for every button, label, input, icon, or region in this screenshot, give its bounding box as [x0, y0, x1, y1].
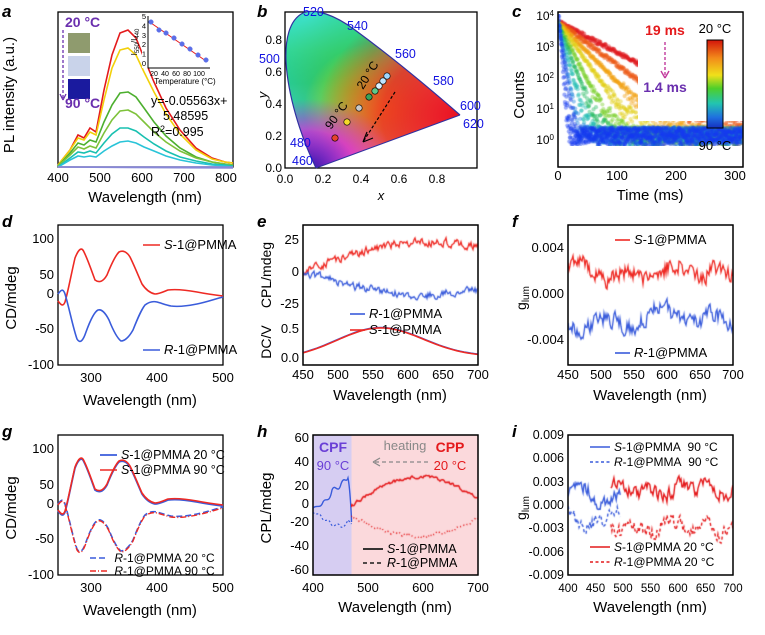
svg-text:0.8: 0.8	[265, 33, 282, 47]
svg-text:20 °C: 20 °C	[699, 21, 732, 36]
svg-text:S-1@PMMA: S-1@PMMA	[387, 542, 457, 556]
svg-text:1.4 ms: 1.4 ms	[643, 79, 687, 95]
svg-text:S-1@PMMA 90 °C: S-1@PMMA 90 °C	[614, 440, 718, 454]
svg-text:480: 480	[290, 136, 311, 150]
svg-text:0: 0	[142, 59, 146, 68]
svg-text:-50: -50	[35, 321, 54, 336]
svg-text:S-1@PMMA: S-1@PMMA	[634, 232, 707, 247]
svg-text:S-1@PMMA: S-1@PMMA	[164, 237, 237, 252]
svg-text:R-1@PMMA: R-1@PMMA	[164, 342, 237, 357]
svg-text:CD/mdeg: CD/mdeg	[3, 476, 20, 539]
svg-text:Wavelength (nm): Wavelength (nm)	[88, 189, 202, 206]
svg-text:90 °C: 90 °C	[65, 95, 100, 111]
svg-text:R-1@PMMA 20 °C: R-1@PMMA 20 °C	[614, 555, 715, 569]
svg-text:3: 3	[142, 31, 146, 40]
svg-text:CD/mdeg: CD/mdeg	[3, 266, 20, 329]
svg-text:540: 540	[347, 19, 368, 33]
svg-text:600: 600	[460, 99, 481, 113]
svg-text:500: 500	[212, 370, 234, 385]
svg-text:20 °C: 20 °C	[65, 14, 100, 30]
svg-text:800: 800	[215, 170, 237, 185]
svg-text:100: 100	[32, 441, 54, 456]
svg-text:Wavelength (nm): Wavelength (nm)	[83, 602, 197, 619]
svg-text:R-1@PMMA 90 °C: R-1@PMMA 90 °C	[111, 564, 215, 578]
svg-text:600: 600	[131, 170, 153, 185]
svg-text:580: 580	[433, 74, 454, 88]
svg-text:520: 520	[303, 5, 324, 19]
svg-text:0.6: 0.6	[265, 65, 282, 79]
svg-text:y=-0.05563x+: y=-0.05563x+	[151, 94, 227, 108]
svg-text:0.2: 0.2	[315, 172, 332, 186]
svg-text:R-1@PMMA 90 °C: R-1@PMMA 90 °C	[614, 455, 719, 469]
svg-text:0: 0	[47, 286, 54, 301]
svg-text:90 °C: 90 °C	[699, 138, 732, 153]
svg-text:x: x	[377, 188, 385, 203]
svg-text:400: 400	[47, 170, 69, 185]
svg-text:R-1@PMMA 20 °C: R-1@PMMA 20 °C	[111, 551, 215, 565]
svg-text:PL intensity (a.u.): PL intensity (a.u.)	[1, 37, 18, 153]
svg-text:620: 620	[463, 117, 484, 131]
svg-text:300: 300	[80, 370, 102, 385]
svg-text:-50: -50	[35, 531, 54, 546]
svg-text:R-1@PMMA: R-1@PMMA	[634, 345, 707, 360]
svg-text:0.8: 0.8	[429, 172, 446, 186]
svg-text:500: 500	[212, 580, 234, 595]
svg-text:400: 400	[146, 370, 168, 385]
svg-text:0.6: 0.6	[391, 172, 408, 186]
svg-text:2: 2	[142, 40, 146, 49]
svg-text:0.2: 0.2	[265, 129, 282, 143]
svg-text:560: 560	[395, 47, 416, 61]
svg-text:500: 500	[89, 170, 111, 185]
svg-text:100: 100	[32, 231, 54, 246]
svg-text:R-1@PMMA: R-1@PMMA	[387, 556, 458, 570]
svg-text:5: 5	[142, 12, 146, 21]
svg-text:300: 300	[80, 580, 102, 595]
svg-text:5.48595: 5.48595	[163, 109, 208, 123]
svg-text:-100: -100	[28, 567, 54, 582]
svg-text:19 ms: 19 ms	[645, 22, 685, 38]
svg-text:1: 1	[142, 50, 146, 59]
svg-text:700: 700	[173, 170, 195, 185]
svg-text:S-1@PMMA 20 °C: S-1@PMMA 20 °C	[614, 540, 714, 554]
svg-text:50: 50	[40, 267, 54, 282]
svg-text:50: 50	[40, 477, 54, 492]
svg-text:0.0: 0.0	[277, 172, 294, 186]
svg-text:0.4: 0.4	[353, 172, 370, 186]
svg-text:R-1@PMMA: R-1@PMMA	[369, 306, 442, 321]
svg-text:Wavelength (nm): Wavelength (nm)	[83, 392, 197, 409]
svg-text:400: 400	[146, 580, 168, 595]
svg-text:460: 460	[292, 154, 313, 168]
svg-text:S-1@PMMA 90 °C: S-1@PMMA 90 °C	[121, 463, 225, 477]
svg-text:R2=0.995: R2=0.995	[151, 124, 204, 139]
svg-text:Temperature (°C): Temperature (°C)	[154, 77, 216, 86]
svg-text:y: y	[255, 90, 270, 99]
svg-text:4: 4	[142, 21, 146, 30]
svg-text:-100: -100	[28, 357, 54, 372]
svg-text:0: 0	[47, 496, 54, 511]
svg-text:S-1@PMMA: S-1@PMMA	[369, 322, 442, 337]
svg-text:S-1@PMMA 20 °C: S-1@PMMA 20 °C	[121, 448, 225, 462]
svg-text:500: 500	[259, 52, 280, 66]
